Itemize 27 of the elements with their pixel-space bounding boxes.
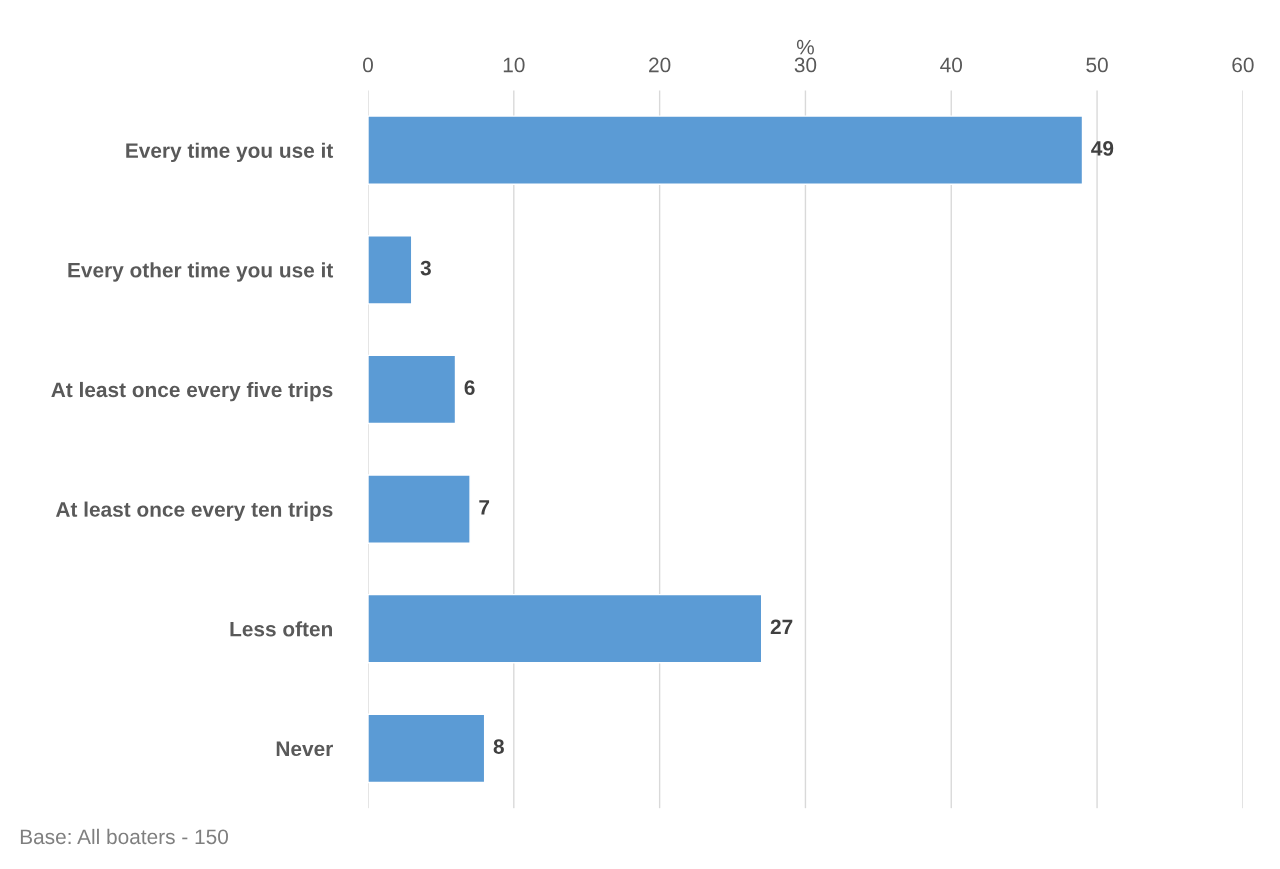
bar xyxy=(368,474,471,544)
x-tick-label: 40 xyxy=(940,57,963,73)
data-label: 7 xyxy=(479,500,490,515)
y-tick-label: Every time you use it xyxy=(126,142,334,163)
data-label: 27 xyxy=(770,619,793,635)
bar xyxy=(368,235,413,305)
data-label: 3 xyxy=(420,260,431,276)
x-tick-label: 20 xyxy=(649,57,671,73)
bar xyxy=(368,713,486,784)
y-tick-label: At least once every five trips xyxy=(51,381,333,402)
x-tick-label: 0 xyxy=(363,57,373,73)
y-tick-label: At least once every ten trips xyxy=(55,501,333,521)
text: Base: All boaters - 150 xyxy=(20,828,228,845)
y-tick-label: Less often xyxy=(230,621,332,637)
y-tick-label: Every other time you use it xyxy=(68,262,334,282)
x-tick-label: 10 xyxy=(503,57,525,73)
data-label: 8 xyxy=(493,739,504,754)
x-axis-title: % xyxy=(796,39,814,55)
x-tick-label: 50 xyxy=(1086,57,1108,73)
data-label: 49 xyxy=(1091,141,1114,156)
bar xyxy=(368,593,763,664)
y-tick-label: Never xyxy=(276,741,333,757)
data-label: 6 xyxy=(464,380,475,396)
x-tick-label: 60 xyxy=(1232,57,1254,73)
bar xyxy=(368,354,457,425)
x-tick-label: 30 xyxy=(794,57,817,73)
bar xyxy=(368,115,1084,185)
